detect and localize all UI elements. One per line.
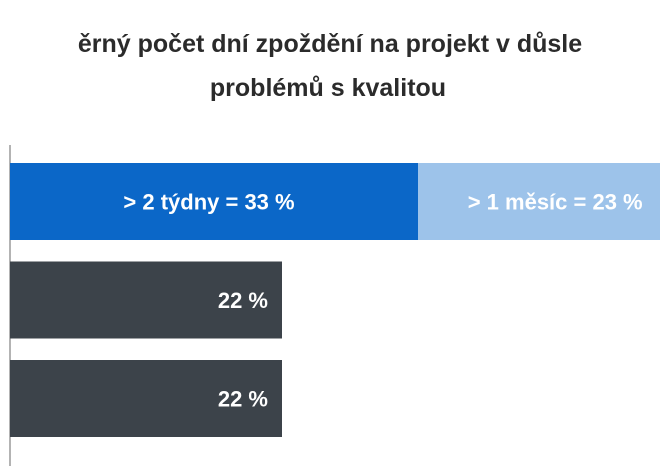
chart-title: ěrný počet dní zpoždění na projekt v důs…	[78, 30, 582, 58]
chart-title: problémů s kvalitou	[210, 74, 446, 102]
data-label: > 1 měsíc = 23 %	[468, 189, 643, 214]
data-label: > 2 týdny = 33 %	[123, 189, 294, 214]
data-label: 22 %	[218, 288, 268, 313]
data-label: 22 %	[218, 386, 268, 411]
bar	[10, 360, 282, 437]
bar	[10, 163, 418, 240]
bar	[10, 261, 282, 339]
bar	[418, 163, 660, 240]
